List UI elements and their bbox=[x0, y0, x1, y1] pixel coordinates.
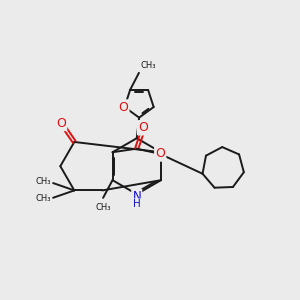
Text: O: O bbox=[56, 117, 66, 130]
Text: H: H bbox=[133, 200, 141, 209]
Text: CH₃: CH₃ bbox=[95, 203, 111, 212]
Text: O: O bbox=[155, 148, 165, 160]
Text: CH₃: CH₃ bbox=[141, 61, 156, 70]
Text: CH₃: CH₃ bbox=[36, 194, 51, 203]
Text: O: O bbox=[118, 100, 128, 113]
Text: N: N bbox=[132, 190, 141, 203]
Text: O: O bbox=[138, 121, 148, 134]
Text: CH₃: CH₃ bbox=[36, 177, 51, 186]
